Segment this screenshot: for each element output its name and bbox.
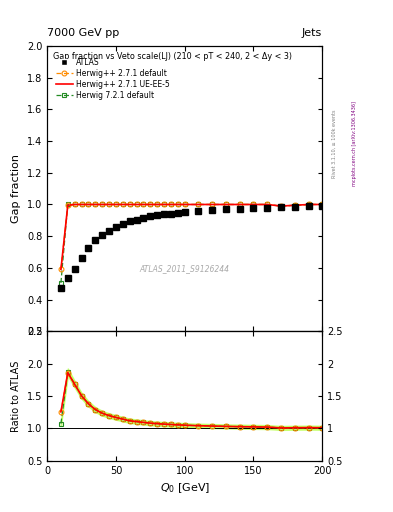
Legend: ATLAS, Herwig++ 2.7.1 default, Herwig++ 2.7.1 UE-EE-5, Herwig 7.2.1 default: ATLAS, Herwig++ 2.7.1 default, Herwig++ … — [54, 56, 172, 102]
Text: Rivet 3.1.10, ≥ 100k events: Rivet 3.1.10, ≥ 100k events — [332, 109, 337, 178]
Y-axis label: Gap fraction: Gap fraction — [11, 154, 21, 223]
Text: 7000 GeV pp: 7000 GeV pp — [47, 28, 119, 38]
Y-axis label: Ratio to ATLAS: Ratio to ATLAS — [11, 360, 21, 432]
Text: Jets: Jets — [302, 28, 322, 38]
X-axis label: $Q_0$ [GeV]: $Q_0$ [GeV] — [160, 481, 210, 495]
Text: Gap fraction vs Veto scale(LJ) (210 < pT < 240, 2 < Δy < 3): Gap fraction vs Veto scale(LJ) (210 < pT… — [53, 52, 292, 61]
Text: mcplots.cern.ch [arXiv:1306.3436]: mcplots.cern.ch [arXiv:1306.3436] — [352, 101, 357, 186]
Text: ATLAS_2011_S9126244: ATLAS_2011_S9126244 — [140, 264, 230, 273]
